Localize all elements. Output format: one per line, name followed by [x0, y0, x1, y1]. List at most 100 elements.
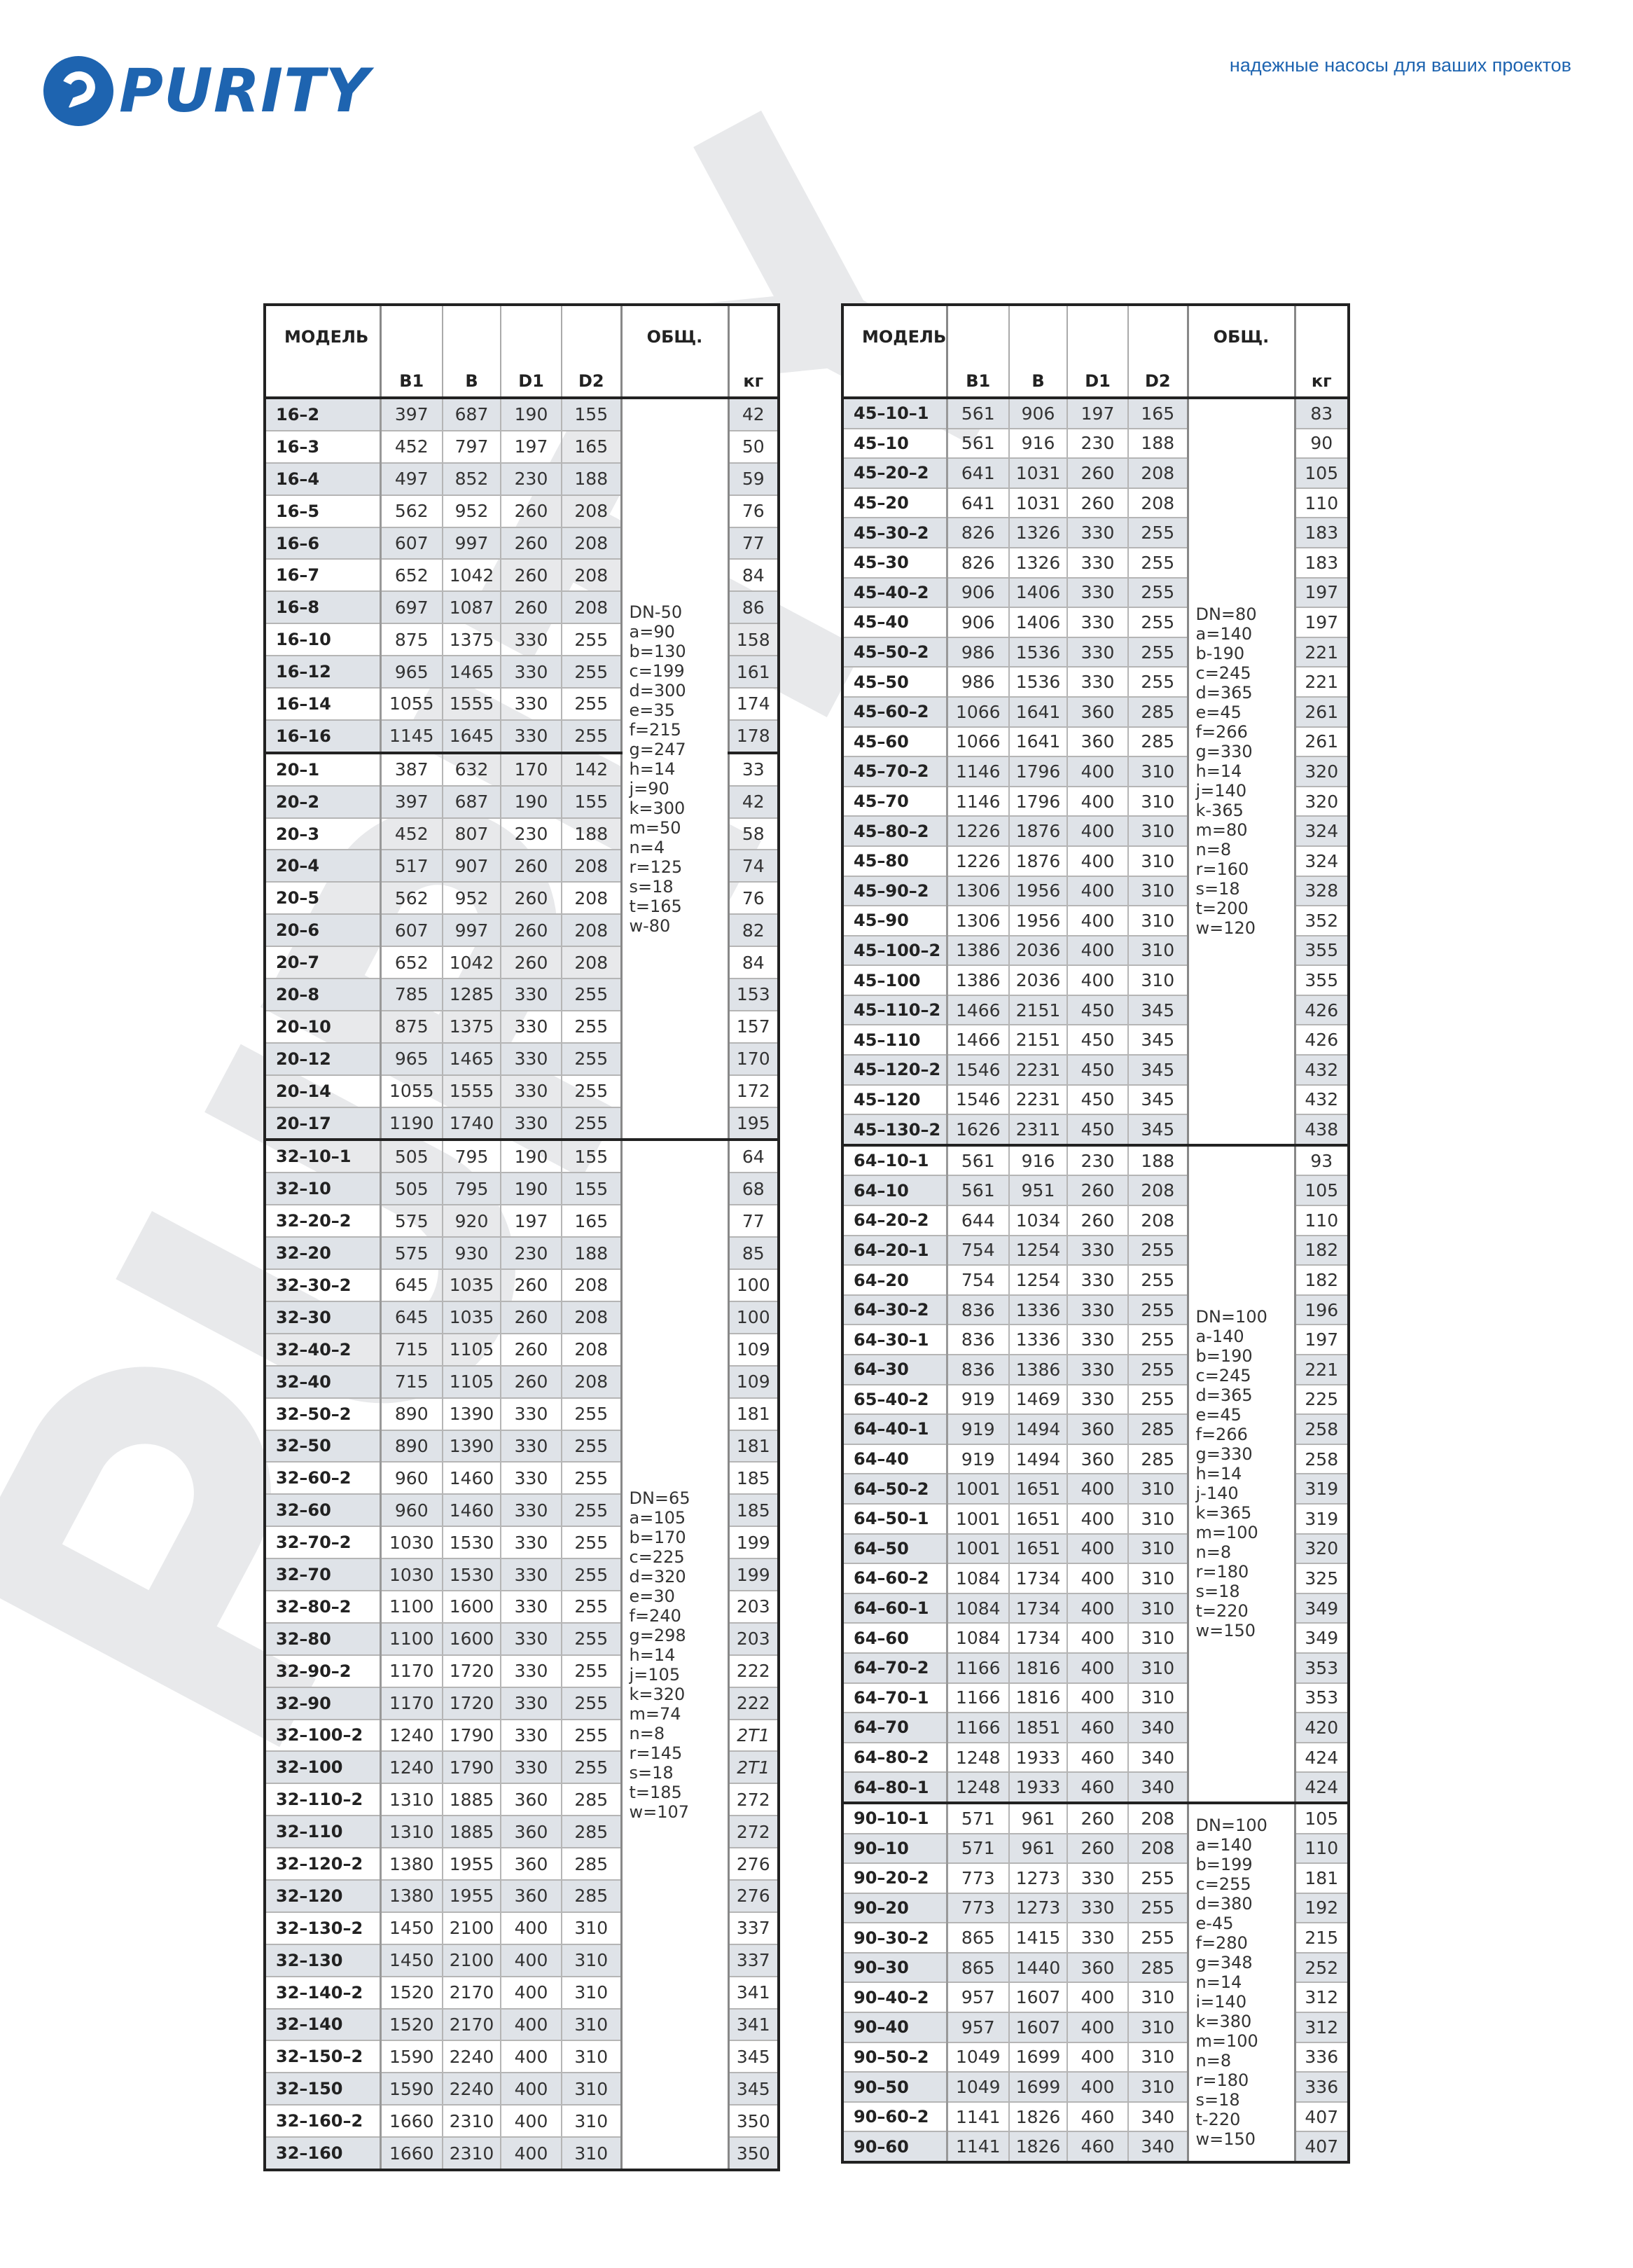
table-row: 64–30–2 836 1336 330 255 196 — [842, 1294, 1349, 1326]
cell-b: 961 — [1008, 1832, 1068, 1865]
slogan: надежные насосы для ваших проектов — [1229, 55, 1571, 76]
cell-kg: 93 — [1294, 1143, 1349, 1177]
cell-d1: 190 — [500, 784, 562, 819]
cell-d1: 260 — [500, 526, 562, 560]
table-row: 90–60 1141 1826 460 340 407 — [842, 2131, 1349, 2164]
cell-b1: 644 — [946, 1205, 1010, 1236]
cell-b: 1440 — [1008, 1951, 1068, 1984]
cell-b: 2170 — [442, 2007, 501, 2042]
cell-b1: 836 — [946, 1354, 1010, 1385]
table-row: 64–70 1166 1851 460 340 420 — [842, 1712, 1349, 1743]
cell-d1: 360 — [500, 1783, 562, 1817]
table-row: 45–100–2 1386 2036 400 310 355 — [842, 934, 1349, 967]
cell-b: 1956 — [1008, 875, 1068, 907]
cell-d2: 208 — [561, 558, 622, 593]
cell-b: 1600 — [442, 1589, 501, 1624]
cell-d1: 260 — [500, 558, 562, 593]
cell-model: 20–12 — [264, 1042, 382, 1076]
cell-b1: 652 — [380, 558, 443, 593]
cell-b: 1600 — [442, 1622, 501, 1656]
cell-b1: 986 — [946, 666, 1010, 698]
cell-model: 16–14 — [264, 687, 382, 721]
cell-model: 90–50 — [842, 2071, 948, 2103]
table-row: 16–2 397 687 190 155 DN-50 a=90 b=130 c=199 d… — [264, 396, 779, 1141]
cell-kg: 320 — [1294, 756, 1349, 787]
cell-kg: 153 — [728, 978, 779, 1011]
cell-b: 2100 — [442, 1943, 501, 1977]
cell-b1: 641 — [946, 457, 1010, 489]
cell-b: 1555 — [442, 1074, 501, 1108]
cell-d2: 255 — [1127, 636, 1188, 668]
cell-d1: 330 — [500, 1461, 562, 1495]
cell-d1: 450 — [1066, 1024, 1129, 1056]
cell-kg: 2T1 — [728, 1718, 779, 1752]
table-row: 32–140 1520 2170 400 310 341 — [264, 2007, 779, 2042]
cell-kg: 90 — [1294, 427, 1349, 459]
cell-d1: 400 — [1066, 815, 1129, 847]
cell-b1: 754 — [946, 1234, 1010, 1266]
cell-b1: 505 — [380, 1138, 443, 1174]
cell-model: 64–10–1 — [842, 1143, 948, 1177]
cell-kg: 353 — [1294, 1652, 1349, 1684]
cell-b: 1273 — [1008, 1862, 1068, 1894]
cell-b1: 890 — [380, 1429, 443, 1463]
table-row: 64–80–1 1248 1933 460 340 424 — [842, 1771, 1349, 1804]
cell-d1: 330 — [1066, 1892, 1129, 1924]
cell-d1: 460 — [1066, 2131, 1129, 2164]
cell-d1: 460 — [1066, 2101, 1129, 2133]
cell-d1: 330 — [500, 623, 562, 657]
cell-model: 32–100 — [264, 1750, 382, 1785]
cell-model: 45–70 — [842, 785, 948, 817]
cell-d1: 400 — [500, 2104, 562, 2138]
cell-model: 45–80 — [842, 845, 948, 877]
cell-d2: 255 — [561, 1750, 622, 1785]
cell-b1: 1248 — [946, 1771, 1010, 1804]
cell-d2: 255 — [561, 1558, 622, 1591]
cell-kg: 349 — [1294, 1622, 1349, 1654]
cell-d2: 310 — [1127, 934, 1188, 967]
cell-b1: 865 — [946, 1951, 1010, 1984]
cell-b1: 1306 — [946, 875, 1010, 907]
cell-d1: 230 — [500, 1236, 562, 1271]
cell-kg: 86 — [728, 590, 779, 625]
table-row: 45–70–2 1146 1796 400 310 320 — [842, 756, 1349, 787]
cell-d1: 170 — [500, 751, 562, 787]
cell-kg: 109 — [728, 1364, 779, 1399]
cell-b1: 1146 — [946, 785, 1010, 817]
cell-b1: 919 — [946, 1443, 1010, 1475]
cell-kg: 272 — [728, 1783, 779, 1817]
cell-kg: 337 — [728, 1943, 779, 1977]
cell-model: 45–50 — [842, 666, 948, 698]
cell-b: 1651 — [1008, 1533, 1068, 1565]
cell-b1: 1055 — [380, 687, 443, 721]
brand-logo: PURITY — [43, 56, 370, 126]
cell-d1: 400 — [1066, 1533, 1129, 1565]
table-row: 45–60 1066 1641 360 285 261 — [842, 726, 1349, 758]
cell-b: 2170 — [442, 1975, 501, 2010]
cell-kg: 110 — [1294, 1205, 1349, 1236]
cell-d2: 310 — [1127, 1682, 1188, 1714]
cell-d1: 400 — [1066, 1652, 1129, 1684]
cell-d2: 165 — [1127, 397, 1188, 429]
cell-b1: 919 — [946, 1413, 1010, 1445]
cell-b1: 875 — [380, 623, 443, 657]
cell-model: 90–10 — [842, 1832, 948, 1865]
cell-model: 64–30 — [842, 1354, 948, 1385]
cell-d1: 400 — [1066, 1502, 1129, 1535]
cell-b: 2310 — [442, 2136, 501, 2171]
cell-d2: 255 — [561, 1493, 622, 1528]
table-row: 64–60–1 1084 1734 400 310 349 — [842, 1592, 1349, 1624]
cell-d2: 345 — [1127, 1054, 1188, 1086]
cell-d2: 285 — [1127, 1951, 1188, 1984]
cell-kg: 407 — [1294, 2131, 1349, 2164]
cell-b1: 1100 — [380, 1589, 443, 1624]
cell-b: 1607 — [1008, 1982, 1068, 2014]
cell-d2: 310 — [561, 2104, 622, 2138]
cell-kg: 161 — [728, 655, 779, 689]
table-row: 32–80 1100 1600 330 255 203 — [264, 1622, 779, 1656]
cell-d1: 400 — [1066, 1473, 1129, 1505]
cell-d1: 400 — [1066, 964, 1129, 996]
cell-model: 16–10 — [264, 623, 382, 657]
cell-d1: 400 — [1066, 2071, 1129, 2103]
cell-kg: 76 — [728, 494, 779, 528]
